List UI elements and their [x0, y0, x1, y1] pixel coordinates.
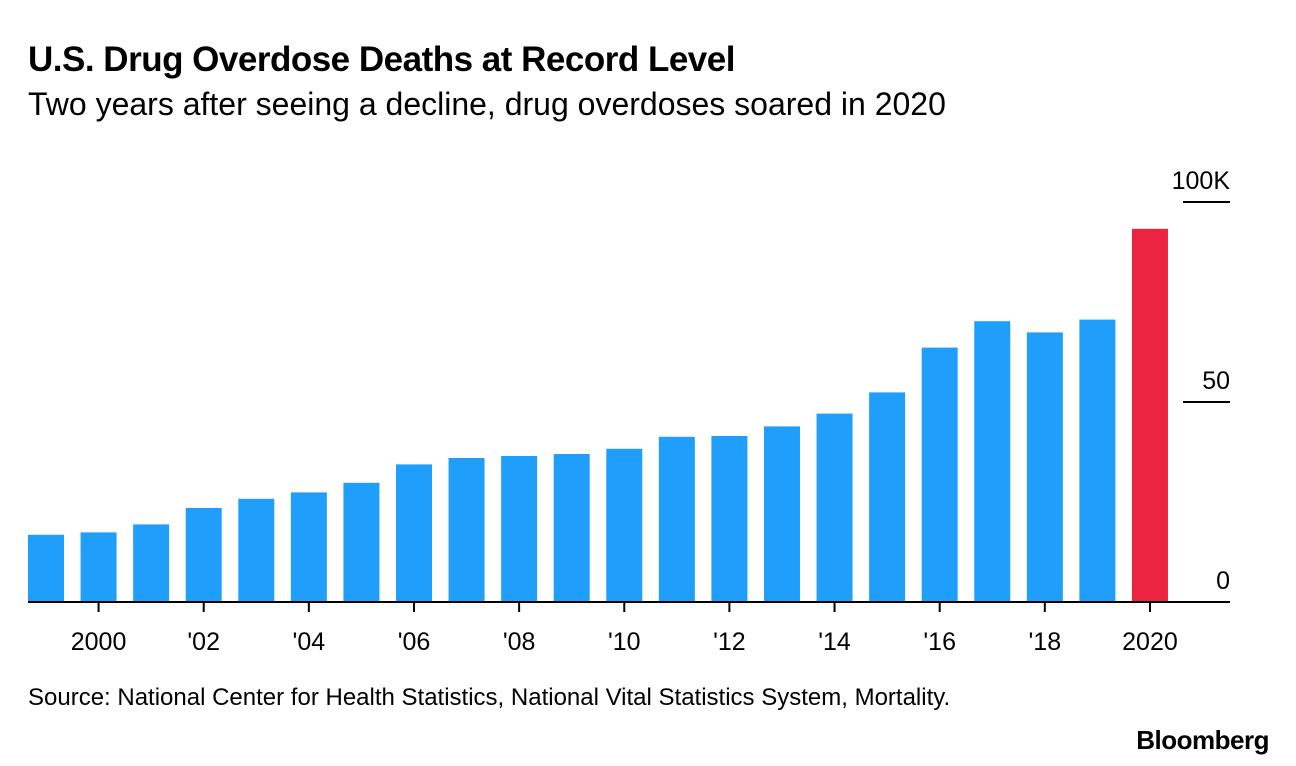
bar-2002	[185, 508, 222, 602]
bar-2015	[869, 392, 906, 602]
bar-2001	[133, 524, 170, 602]
bloomberg-logo: Bloomberg	[1136, 725, 1269, 755]
x-tick-label-1: '02	[187, 628, 220, 656]
x-tick-label-4: '08	[503, 628, 536, 656]
x-tick-label-9: '18	[1029, 628, 1062, 656]
bar-2012	[711, 436, 748, 602]
x-tick-label-2: '04	[293, 628, 326, 656]
x-tick-label-0: 2000	[71, 628, 127, 656]
y-tick-label-0: 0	[1216, 567, 1230, 595]
y-tick-label-2: 100K	[1172, 167, 1231, 195]
x-tick-label-10: 2020	[1122, 628, 1178, 656]
x-tick-label-7: '14	[818, 628, 851, 656]
bar-2007	[448, 458, 485, 602]
y-tick-label-1: 50	[1202, 367, 1230, 395]
chart-title: U.S. Drug Overdose Deaths at Record Leve…	[28, 40, 735, 79]
bar-2004	[290, 492, 327, 602]
bar-2009	[553, 454, 590, 602]
bar-2006	[395, 464, 432, 602]
bar-2008	[501, 456, 538, 602]
x-tick-label-6: '12	[713, 628, 746, 656]
bar-2011	[658, 436, 695, 602]
bar-2010	[606, 448, 643, 602]
x-tick-label-5: '10	[608, 628, 641, 656]
chart-subtitle: Two years after seeing a decline, drug o…	[28, 86, 946, 122]
bar-2019	[1079, 319, 1116, 602]
bar-2020	[1131, 228, 1168, 603]
bar-2000	[80, 532, 117, 602]
bar-2013	[763, 426, 800, 602]
bar-2005	[343, 482, 380, 602]
bar-2014	[816, 413, 853, 602]
x-tick-label-8: '16	[923, 628, 956, 656]
bar-2016	[921, 347, 958, 602]
bar-2017	[974, 321, 1011, 602]
x-tick-label-3: '06	[398, 628, 431, 656]
bar-2018	[1026, 332, 1063, 602]
bar-2003	[238, 498, 275, 602]
source-note: Source: National Center for Health Stati…	[28, 684, 951, 711]
bar-1999	[28, 534, 64, 602]
